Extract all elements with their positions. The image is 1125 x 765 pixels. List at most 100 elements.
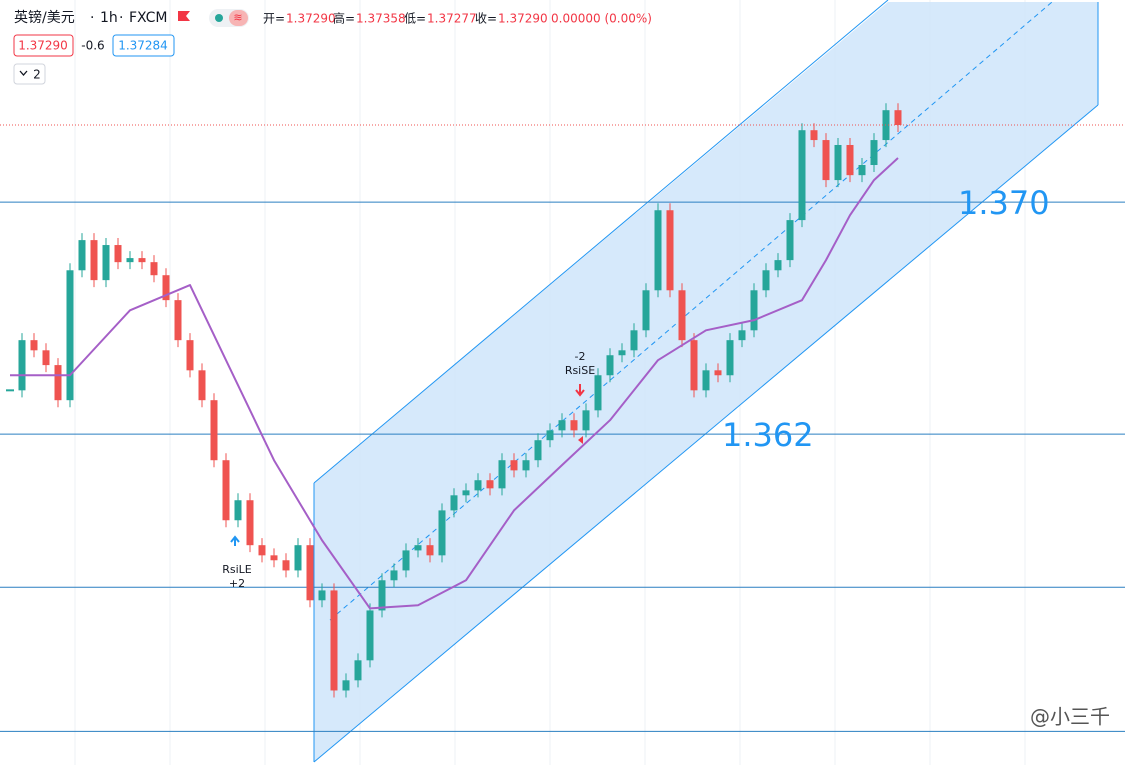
candle-body xyxy=(846,144,854,176)
candle-body xyxy=(342,680,350,691)
candle-body xyxy=(642,290,650,331)
candle-body xyxy=(54,365,62,401)
candle-body xyxy=(714,370,722,376)
candle-body xyxy=(570,420,578,431)
ohlc-value: 1.37277 xyxy=(427,12,477,26)
signal-qty: -2 xyxy=(575,350,586,363)
candle-body xyxy=(102,245,110,281)
level-label: 1.362 xyxy=(722,416,814,454)
candle-body xyxy=(450,495,458,511)
candle-body xyxy=(546,430,554,441)
channel-upper xyxy=(313,0,889,484)
ma-line xyxy=(10,157,899,610)
candle-body xyxy=(762,270,770,291)
candle-body xyxy=(474,480,482,491)
candle-body xyxy=(222,460,230,521)
signal-name: RsiSE xyxy=(565,364,595,377)
candle-body xyxy=(810,130,818,141)
candle-body xyxy=(198,370,206,401)
flag-icon[interactable] xyxy=(178,11,190,21)
candle-body xyxy=(654,210,662,291)
buy-price: 1.37284 xyxy=(118,39,168,53)
levels: 1.370 1.362 xyxy=(0,184,1125,732)
candle-body xyxy=(234,500,242,521)
separator: · xyxy=(119,10,123,26)
moving-average xyxy=(10,157,899,610)
candle-body xyxy=(438,510,446,556)
candle-body xyxy=(426,545,434,556)
candle-body xyxy=(66,270,74,401)
channel-lower xyxy=(313,104,1099,763)
candle-body xyxy=(498,460,506,489)
interval: 1h xyxy=(100,10,118,26)
candle-body xyxy=(486,480,494,489)
watermark: @小三千 xyxy=(1030,705,1110,729)
candle-body xyxy=(798,130,806,221)
chevron-icon xyxy=(19,70,28,76)
candle-body xyxy=(834,144,842,181)
candle-body xyxy=(282,560,290,571)
candle-body xyxy=(534,440,542,461)
toggle-dot xyxy=(215,14,223,22)
symbol: 英镑/美元 xyxy=(14,9,75,26)
ohlc-label: 高= xyxy=(333,11,355,26)
ohlc-value: 1.37358 xyxy=(356,12,406,26)
candle-body xyxy=(354,660,362,681)
signal-arrow xyxy=(230,535,240,546)
candle-body xyxy=(822,140,830,181)
candle-body xyxy=(318,590,326,601)
candle-body xyxy=(522,460,530,471)
candle-body xyxy=(402,550,410,571)
candle-body xyxy=(138,258,146,263)
toggle-icon xyxy=(229,10,248,26)
spread: -0.6 xyxy=(81,39,104,53)
candle-body xyxy=(678,290,686,341)
candle-body xyxy=(774,260,782,271)
candle-body xyxy=(894,110,902,125)
candle-body xyxy=(738,330,746,341)
candle-body xyxy=(126,258,134,263)
candle-body xyxy=(18,340,26,391)
candle-body xyxy=(294,545,302,571)
candle-body xyxy=(30,340,38,351)
signal-marker xyxy=(578,436,583,444)
candle-body xyxy=(114,245,122,263)
candle-body xyxy=(330,590,338,691)
candle-body xyxy=(558,420,566,431)
candle-body xyxy=(390,570,398,581)
candle-body xyxy=(42,350,50,366)
candle-body xyxy=(666,210,674,291)
candle-body xyxy=(174,300,182,341)
ohlc-value: 1.37290 xyxy=(498,12,548,26)
candle-body xyxy=(258,545,266,556)
ohlc-label: 低= xyxy=(404,12,426,26)
separator: · xyxy=(90,10,94,26)
toggle-mark: ≋ xyxy=(233,11,242,24)
level-label: 1.370 xyxy=(958,184,1050,222)
candle-body xyxy=(858,165,866,176)
buy-box[interactable] xyxy=(112,34,175,57)
candle-body xyxy=(750,290,758,331)
candle-body xyxy=(606,355,614,376)
candle-body xyxy=(618,350,626,356)
ohlc-label: 收= xyxy=(475,12,497,26)
sell-box[interactable] xyxy=(13,34,74,57)
candle-body xyxy=(870,140,878,166)
indicator-count: 2 xyxy=(33,68,41,82)
candle-body xyxy=(594,375,602,411)
candle-body xyxy=(786,220,794,261)
ohlc-label: 开= xyxy=(263,12,285,26)
candle-body xyxy=(270,555,278,561)
candle-body xyxy=(366,610,374,661)
candle-body xyxy=(306,545,314,601)
candle-body xyxy=(90,240,98,281)
candles xyxy=(6,103,902,698)
candle-body xyxy=(210,400,218,461)
candle-body xyxy=(186,340,194,371)
candle-body xyxy=(378,580,386,611)
source: FXCM xyxy=(129,10,167,26)
candle-body xyxy=(702,370,710,391)
indicator-toggle[interactable] xyxy=(13,63,46,85)
candle-body xyxy=(510,460,518,471)
